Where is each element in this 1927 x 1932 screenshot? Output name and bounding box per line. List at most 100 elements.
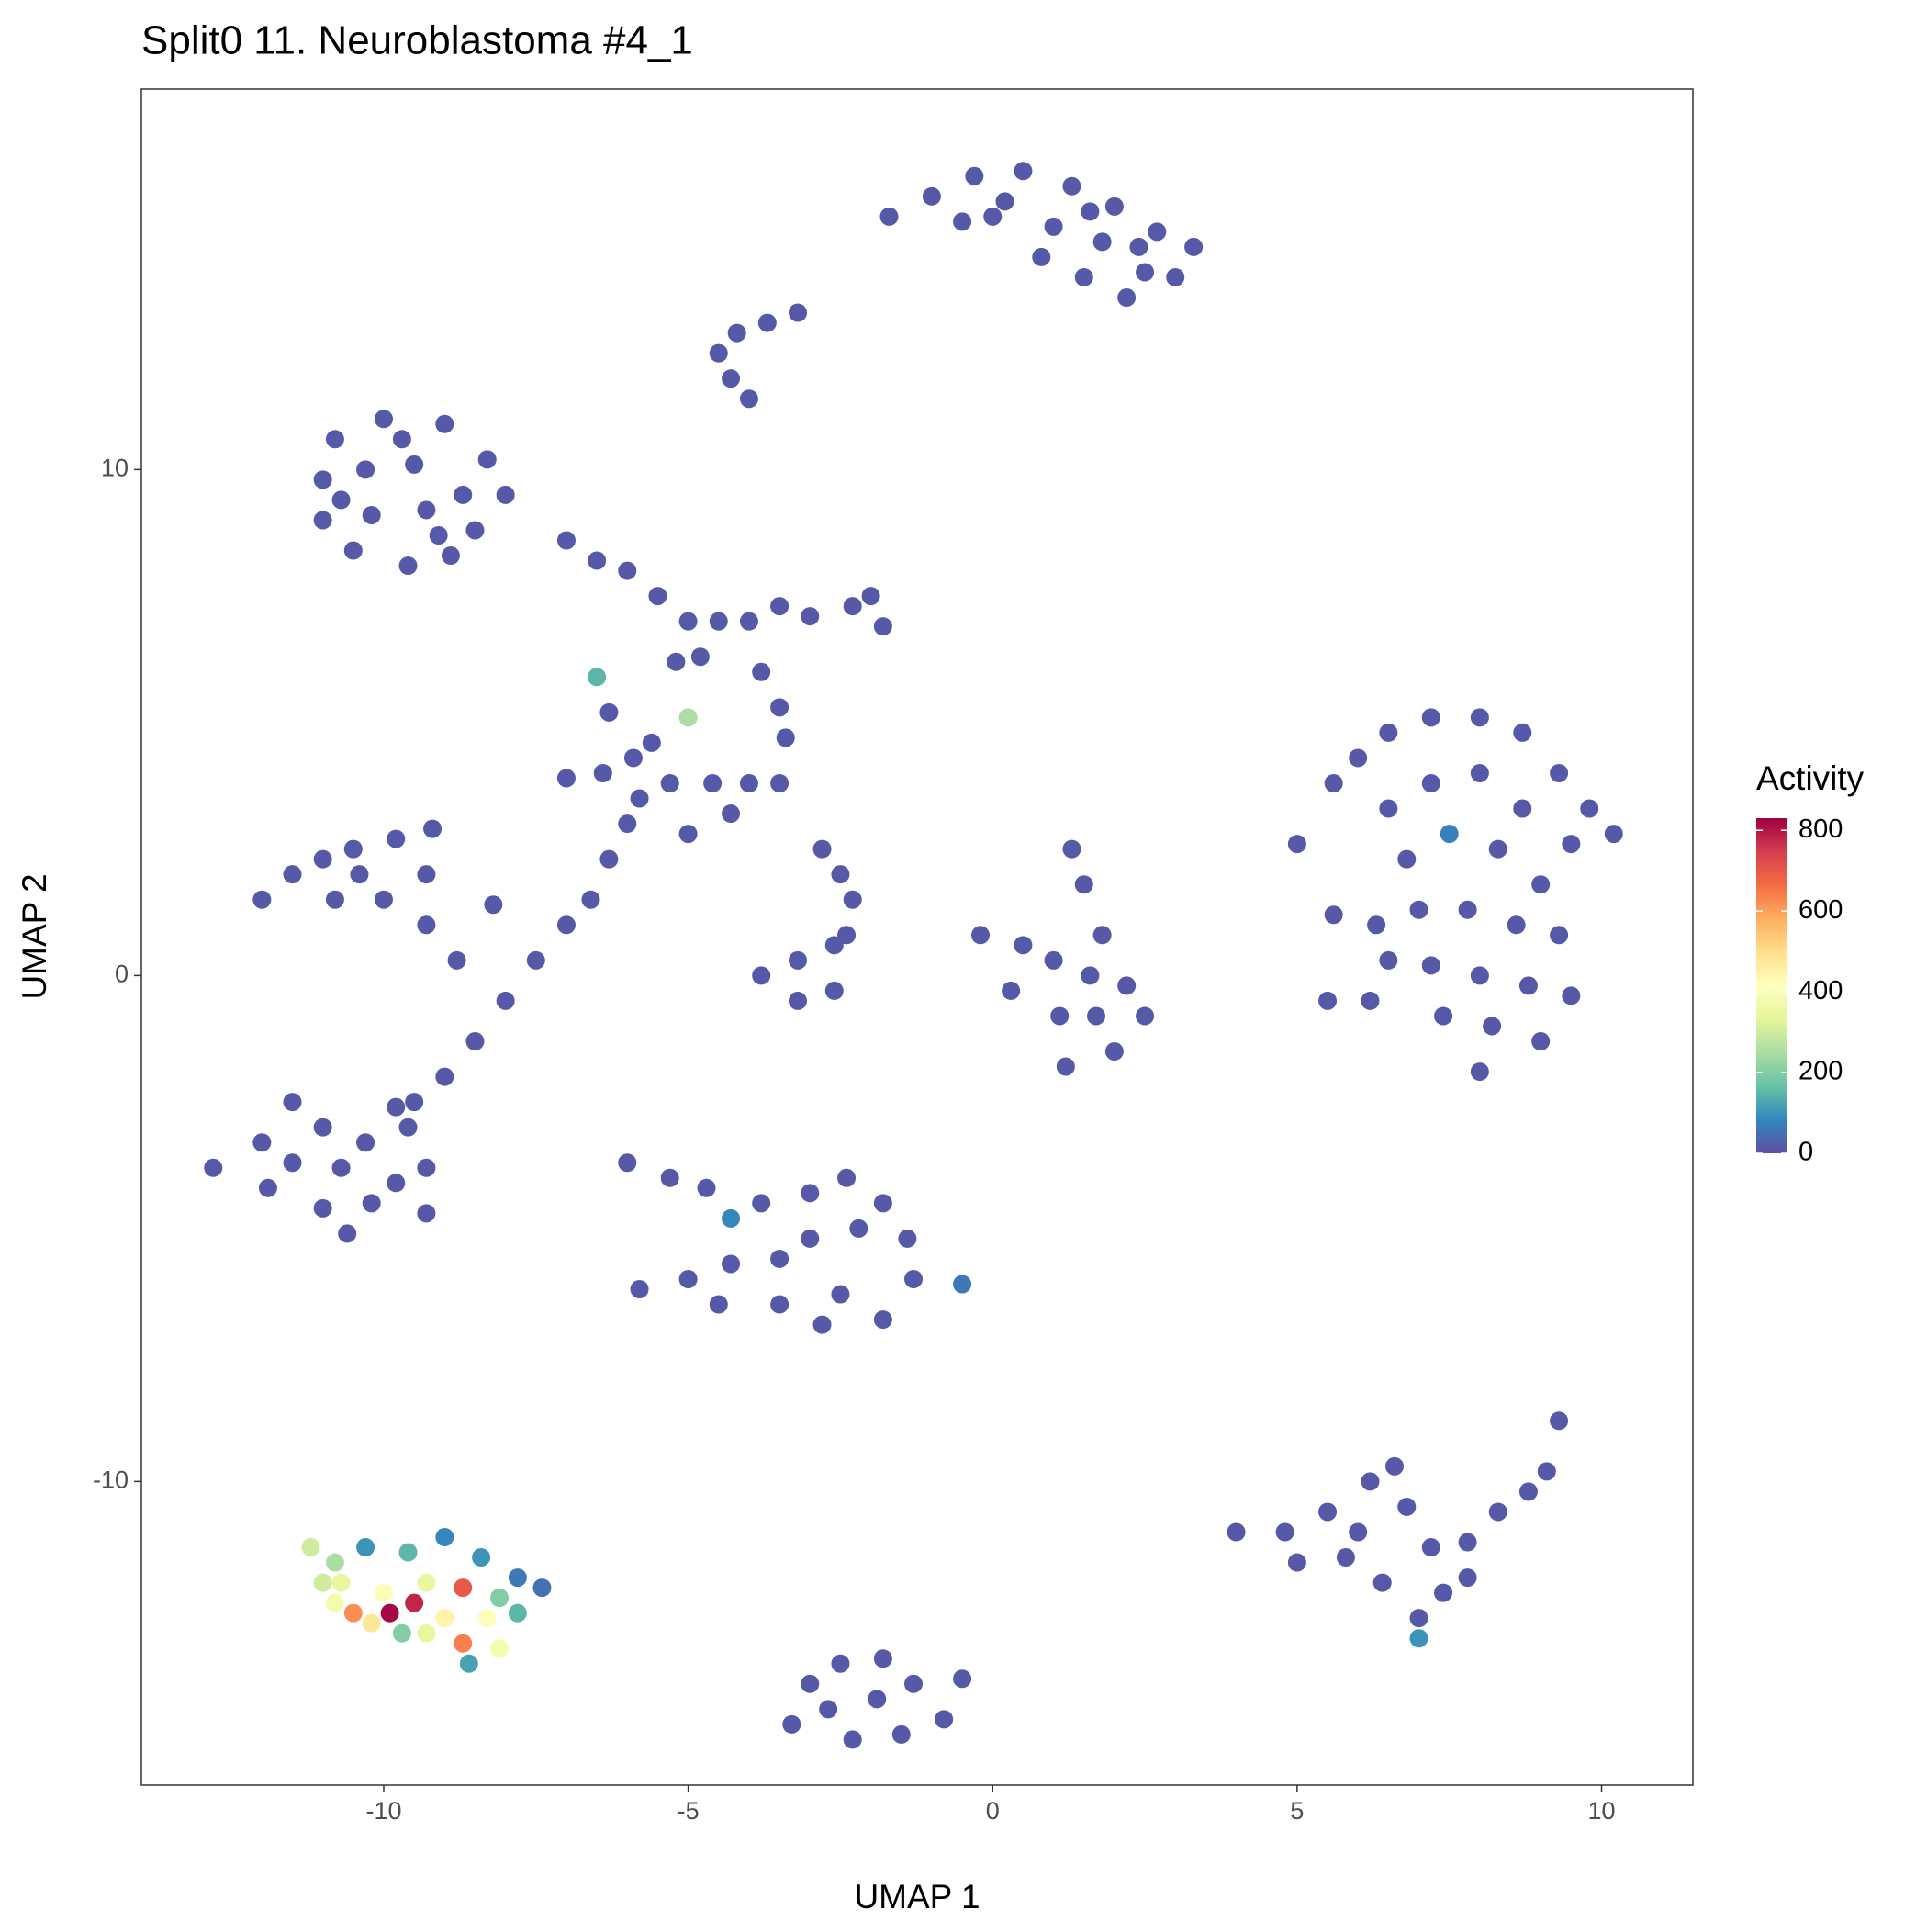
point — [1421, 1538, 1440, 1557]
point — [642, 733, 661, 752]
point — [435, 1067, 454, 1086]
point — [1458, 1568, 1477, 1588]
point — [252, 1133, 272, 1152]
point — [1136, 1006, 1155, 1026]
point — [770, 597, 790, 616]
point — [496, 991, 515, 1010]
point — [1074, 875, 1093, 894]
x-tick-label: -5 — [678, 1797, 700, 1825]
point — [1397, 849, 1417, 869]
point — [459, 1654, 478, 1673]
point — [325, 1593, 344, 1612]
point — [898, 1229, 917, 1248]
point — [484, 895, 503, 915]
point — [1287, 1553, 1306, 1572]
point — [1470, 763, 1489, 782]
point — [405, 455, 424, 474]
point — [770, 773, 790, 792]
point — [660, 1168, 679, 1187]
point — [532, 1578, 552, 1598]
point — [1275, 1522, 1294, 1542]
point — [630, 1280, 649, 1299]
point — [593, 763, 612, 782]
x-tick-label: -10 — [365, 1797, 401, 1825]
point — [727, 323, 746, 343]
point — [338, 1224, 357, 1243]
point — [343, 541, 363, 560]
point — [1397, 1497, 1417, 1516]
point — [1434, 1006, 1453, 1026]
point — [313, 511, 332, 530]
point — [831, 865, 850, 884]
point — [405, 1593, 424, 1612]
point — [1513, 723, 1532, 742]
point — [1318, 1502, 1338, 1522]
point — [1562, 835, 1581, 854]
point — [1379, 723, 1398, 742]
point — [801, 1229, 820, 1248]
point — [678, 612, 698, 631]
point — [374, 1583, 393, 1602]
point — [1349, 1522, 1368, 1542]
point — [1604, 825, 1623, 844]
point — [1032, 247, 1051, 266]
point — [423, 819, 443, 838]
point — [417, 865, 436, 884]
point — [356, 1538, 375, 1557]
point — [1470, 966, 1489, 985]
point — [1062, 176, 1081, 196]
point — [782, 1714, 801, 1734]
point — [283, 865, 302, 884]
point — [1324, 905, 1343, 925]
point — [1550, 926, 1569, 945]
point — [556, 531, 576, 550]
point — [301, 1538, 320, 1557]
point — [983, 207, 1003, 226]
point — [477, 450, 497, 469]
point — [1488, 1502, 1507, 1522]
point — [789, 991, 807, 1010]
point — [387, 829, 406, 848]
point — [405, 1093, 424, 1112]
point — [465, 1032, 485, 1051]
point — [331, 1573, 351, 1592]
point — [1081, 966, 1100, 985]
point — [1550, 1411, 1569, 1431]
point — [824, 981, 844, 1000]
point — [599, 849, 619, 869]
point — [1518, 976, 1538, 995]
point — [812, 1315, 832, 1334]
point — [1409, 1629, 1428, 1648]
point — [891, 1724, 911, 1744]
colorbar-label: 600 — [1798, 895, 1843, 925]
point — [283, 1153, 302, 1173]
point — [380, 1603, 399, 1623]
point — [648, 587, 667, 606]
point — [757, 313, 777, 332]
point — [1184, 237, 1204, 256]
point — [331, 490, 351, 510]
point — [417, 915, 436, 935]
point — [435, 1609, 454, 1628]
point — [709, 612, 728, 631]
point — [722, 369, 741, 388]
point — [588, 668, 607, 687]
point — [843, 1730, 862, 1749]
point — [1336, 1548, 1355, 1567]
point — [1470, 708, 1489, 727]
point — [965, 166, 984, 185]
point — [581, 890, 600, 909]
point — [392, 1623, 411, 1643]
point — [465, 521, 485, 540]
point — [374, 410, 393, 429]
point — [313, 849, 332, 869]
point — [1379, 799, 1398, 818]
point — [1056, 1057, 1075, 1076]
point — [477, 1609, 497, 1628]
point — [752, 966, 771, 985]
point — [935, 1710, 954, 1729]
point — [1518, 1482, 1538, 1501]
point — [801, 1674, 820, 1693]
point — [599, 702, 619, 722]
